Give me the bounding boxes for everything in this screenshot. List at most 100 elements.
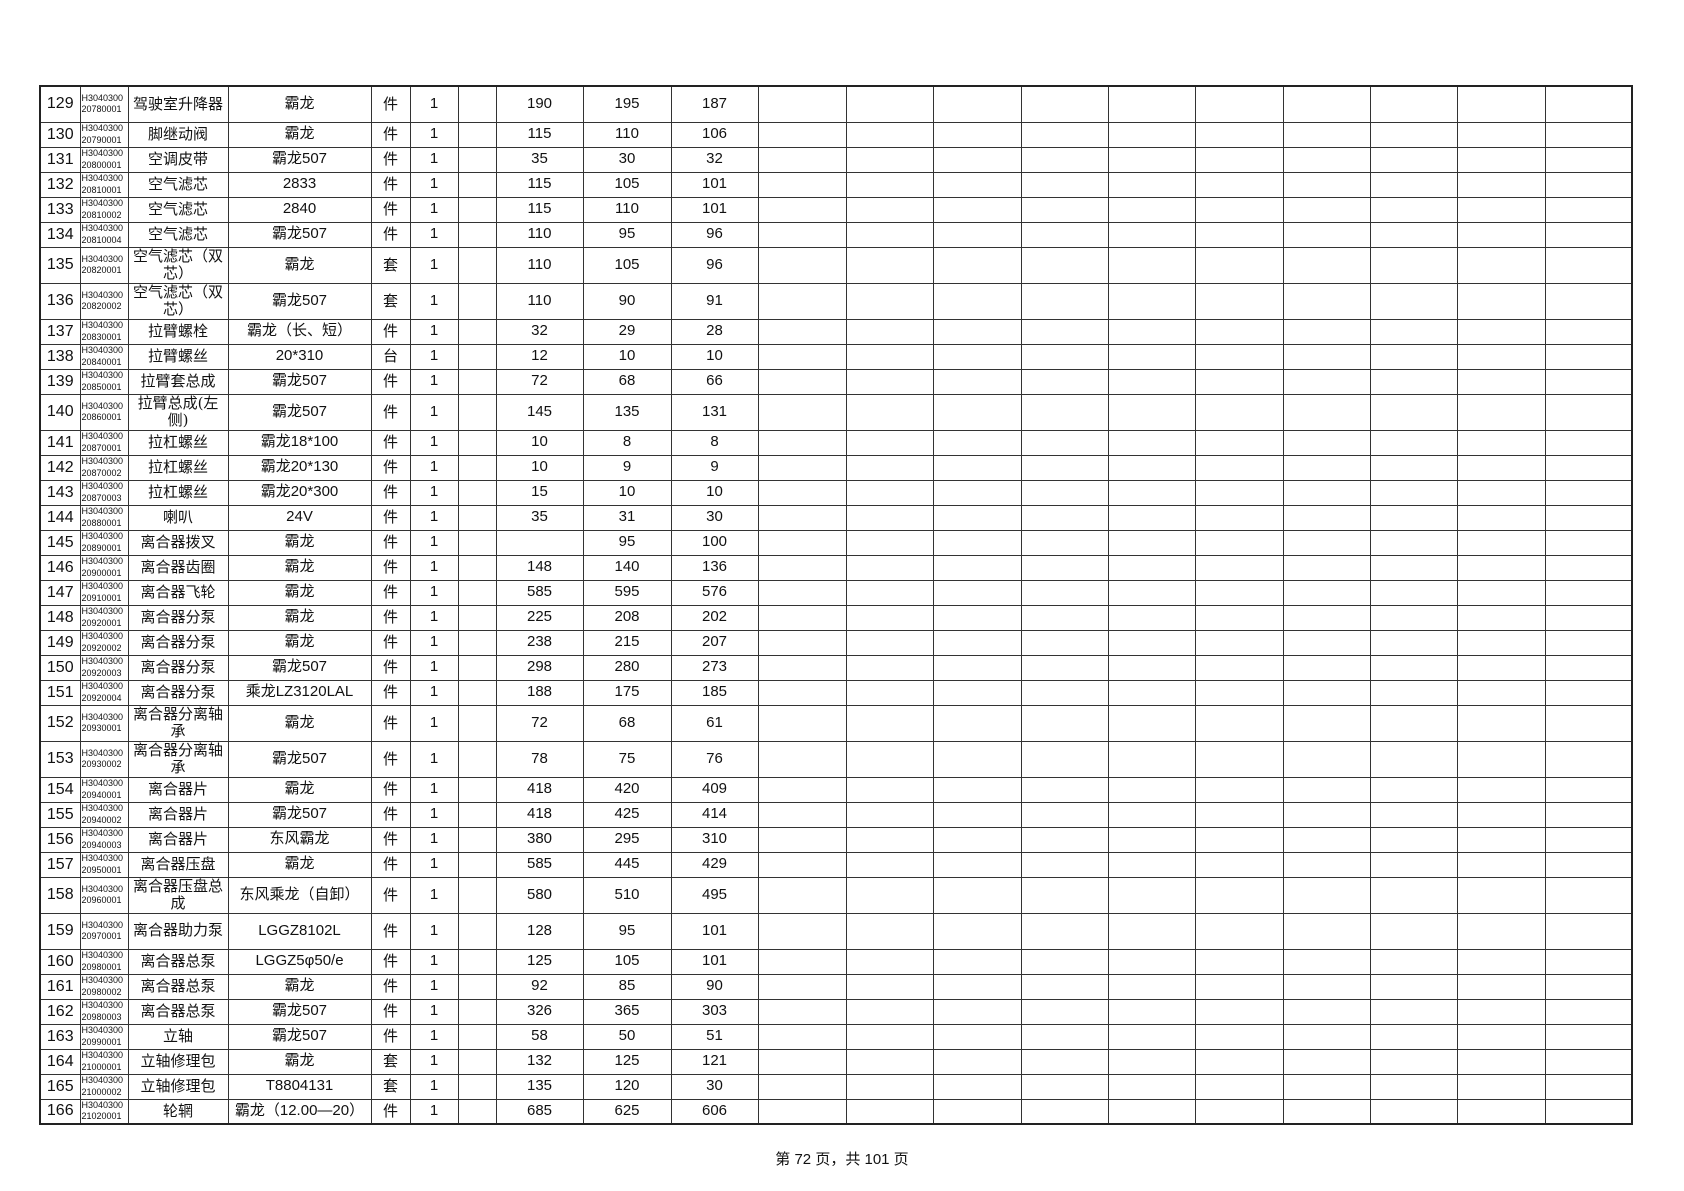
blank-cell xyxy=(1194,1098,1284,1125)
blank-cell xyxy=(757,912,847,950)
blank-cell xyxy=(932,1023,1022,1050)
blank-cell xyxy=(1020,429,1109,456)
row-number-cell: 131 xyxy=(39,146,81,173)
row-number-cell: 143 xyxy=(39,479,81,506)
blank-cell xyxy=(845,393,934,431)
blank-cell xyxy=(1369,554,1458,581)
quantity-cell: 1 xyxy=(409,948,459,975)
blank-cell xyxy=(1369,740,1458,778)
blank-cell xyxy=(1107,851,1196,878)
quantity-cell: 1 xyxy=(409,912,459,950)
table-row: 158 H3040300 20960001 离合器压盘总成 东风乘龙（自卸）件 1 580 5… xyxy=(39,876,1633,914)
item-code-line: H3040300 xyxy=(81,803,124,814)
unit-cell: 件 xyxy=(370,740,411,778)
price-2-cell: 75 xyxy=(582,740,672,778)
row-number-cell: 134 xyxy=(39,221,81,248)
blank-cell xyxy=(932,851,1022,878)
blank-cell xyxy=(1369,826,1458,853)
price-2-cell: 110 xyxy=(582,196,672,223)
blank-cell xyxy=(457,998,497,1025)
item-code-cell: H3040300 20920003 xyxy=(79,654,129,681)
price-1-cell: 35 xyxy=(495,504,584,531)
price-3-cell: 202 xyxy=(670,604,759,631)
blank-cell xyxy=(932,654,1022,681)
blank-cell xyxy=(845,318,934,345)
blank-cell xyxy=(1107,318,1196,345)
price-2-cell: 510 xyxy=(582,876,672,914)
blank-cell xyxy=(932,948,1022,975)
blank-cell xyxy=(757,146,847,173)
blank-cell xyxy=(1369,973,1458,1000)
price-1-cell: 580 xyxy=(495,876,584,914)
item-code-cell: H3040300 20850001 xyxy=(79,368,129,395)
unit-cell: 件 xyxy=(370,196,411,223)
item-code-cell: H3040300 20920004 xyxy=(79,679,129,706)
row-number-cell: 159 xyxy=(39,912,81,950)
row-number-cell: 130 xyxy=(39,121,81,148)
blank-cell xyxy=(1020,679,1109,706)
item-code-line: H3040300 xyxy=(81,400,124,411)
blank-cell xyxy=(932,171,1022,198)
row-number-cell: 166 xyxy=(39,1098,81,1125)
blank-cell xyxy=(932,912,1022,950)
blank-cell xyxy=(457,704,497,742)
blank-cell xyxy=(457,654,497,681)
quantity-cell: 1 xyxy=(409,998,459,1025)
blank-cell xyxy=(1194,429,1284,456)
blank-cell xyxy=(457,876,497,914)
blank-cell xyxy=(757,604,847,631)
blank-cell xyxy=(845,948,934,975)
blank-cell xyxy=(845,998,934,1025)
blank-cell xyxy=(1107,282,1196,320)
item-code-line: H3040300 xyxy=(81,198,124,209)
item-code-line: 20820001 xyxy=(81,265,122,275)
row-number-cell: 135 xyxy=(39,246,81,284)
blank-cell xyxy=(1369,1073,1458,1100)
blank-cell xyxy=(845,171,934,198)
row-number-cell: 149 xyxy=(39,629,81,656)
price-1-cell: 190 xyxy=(495,85,584,123)
blank-cell xyxy=(845,529,934,556)
blank-cell xyxy=(845,196,934,223)
item-code-cell: H3040300 20810004 xyxy=(79,221,129,248)
price-3-cell: 91 xyxy=(670,282,759,320)
blank-cell xyxy=(1194,704,1284,742)
price-1-cell: 225 xyxy=(495,604,584,631)
price-2-cell: 280 xyxy=(582,654,672,681)
blank-cell xyxy=(457,826,497,853)
item-code-cell: H3040300 20890001 xyxy=(79,529,129,556)
blank-cell xyxy=(457,973,497,1000)
blank-cell xyxy=(845,1073,934,1100)
blank-cell xyxy=(1282,679,1371,706)
blank-cell xyxy=(932,973,1022,1000)
blank-cell xyxy=(845,1023,934,1050)
row-number-cell: 150 xyxy=(39,654,81,681)
price-2-cell: 31 xyxy=(582,504,672,531)
blank-cell xyxy=(457,679,497,706)
price-1-cell: 12 xyxy=(495,343,584,370)
page-footer: 第 72 页，共 101 页 xyxy=(775,1151,909,1168)
blank-cell xyxy=(1544,679,1633,706)
price-2-cell: 595 xyxy=(582,579,672,606)
blank-cell xyxy=(845,1098,934,1125)
quantity-cell: 1 xyxy=(409,529,459,556)
item-name-cell: 驾驶室升降器 xyxy=(127,85,229,123)
blank-cell xyxy=(1456,740,1546,778)
blank-cell xyxy=(1020,604,1109,631)
item-code-cell: H3040300 20880001 xyxy=(79,504,129,531)
table-row: 150 H3040300 20920003 离合器分泵 霸龙507 件 1 298 280 273 xyxy=(39,654,1633,681)
blank-cell xyxy=(757,948,847,975)
row-number-cell: 138 xyxy=(39,343,81,370)
item-name-cell: 脚继动阀 xyxy=(127,121,229,148)
blank-cell xyxy=(1456,1073,1546,1100)
blank-cell xyxy=(845,579,934,606)
row-number-cell: 144 xyxy=(39,504,81,531)
blank-cell xyxy=(1282,1048,1371,1075)
unit-cell: 件 xyxy=(370,504,411,531)
price-2-cell: 420 xyxy=(582,776,672,803)
item-code-cell: H3040300 21020001 xyxy=(79,1098,129,1125)
blank-cell xyxy=(757,973,847,1000)
unit-cell: 件 xyxy=(370,851,411,878)
quantity-cell: 1 xyxy=(409,776,459,803)
item-code-cell: H3040300 20910001 xyxy=(79,579,129,606)
